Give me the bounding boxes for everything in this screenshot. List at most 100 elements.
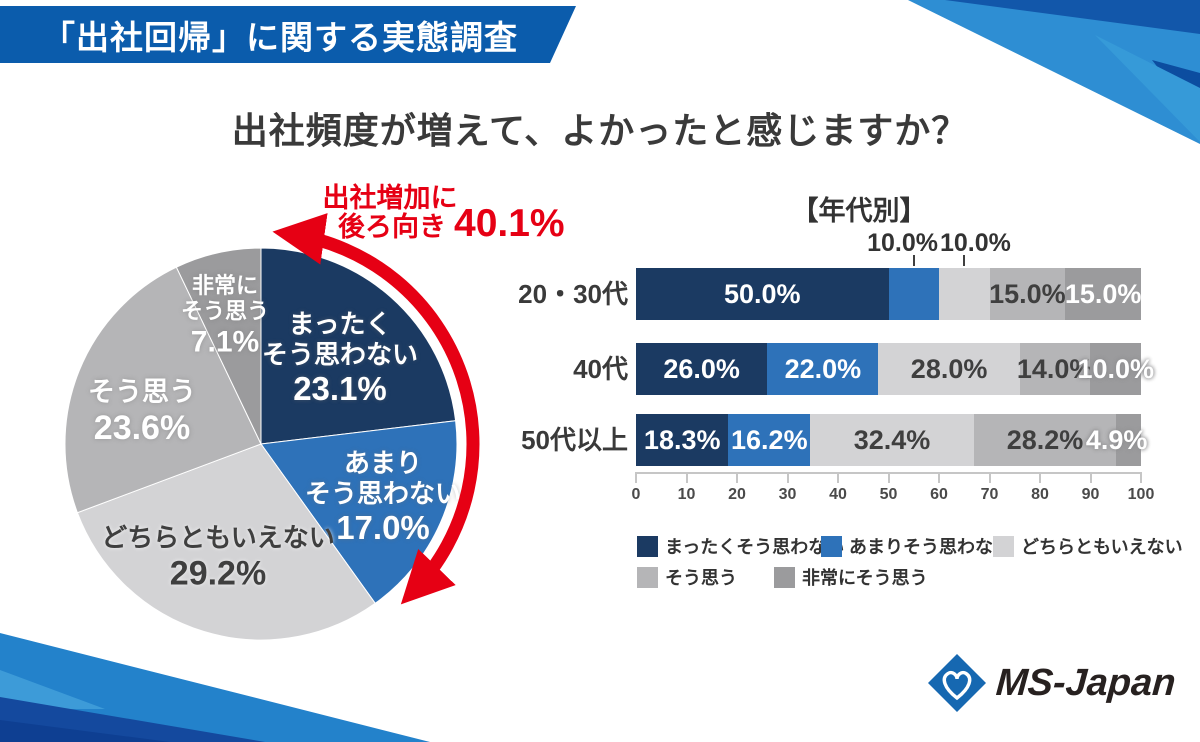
- axis-tick: [635, 472, 637, 483]
- bar-row-3: 18.3% 16.2% 32.4% 28.2% 4.9%: [636, 414, 1147, 466]
- axis-tick-label: 0: [631, 486, 641, 503]
- bar-segment: 4.9%: [1086, 414, 1147, 466]
- axis-tick: [887, 472, 890, 483]
- header-banner: 「出社回帰」に関する実態調査: [0, 6, 576, 63]
- bar-segment: 14.0%: [1016, 343, 1094, 395]
- axis-tick: [938, 472, 940, 483]
- legend-swatch-icon: [821, 535, 842, 557]
- bar-segment-label: 28.0%: [910, 353, 988, 384]
- callout-leader-line: [912, 255, 915, 266]
- deco-stripe: [0, 670, 105, 709]
- bar-segment-label: 14.0%: [1016, 353, 1094, 384]
- survey-title: 「出社回帰」に関する実態調査: [42, 18, 518, 56]
- pie-slice-label-5: 非常にそう思う 7.1%: [181, 273, 269, 359]
- bar-chart-title: 【年代別】: [791, 196, 927, 226]
- axis-tick: [736, 472, 738, 483]
- axis-tick-label: 70: [980, 486, 999, 503]
- bar-segment-label: 32.4%: [853, 424, 931, 455]
- legend-swatch-icon: [637, 535, 658, 557]
- legend-swatch-icon: [993, 535, 1014, 557]
- bar-category-label: 40代: [573, 354, 628, 384]
- bar-category-label: 20・30代: [518, 279, 628, 309]
- bar-segment-label: 15.0%: [1064, 278, 1142, 309]
- bar-segment-label: 4.9%: [1085, 424, 1148, 455]
- bar-segment: 15.0%: [989, 268, 1066, 320]
- axis-tick-label: 20: [728, 486, 746, 503]
- bar-callout-labels: 10.0%10.0%: [866, 231, 1012, 256]
- axis-tick: [1039, 472, 1041, 483]
- legend-label: まったくそう思わない: [665, 537, 845, 557]
- bar-row-2: 26.0% 22.0% 28.0% 14.0% 10.0%: [636, 343, 1154, 395]
- bar-segment: 16.2%: [728, 414, 811, 466]
- bar-segment-label: 16.2%: [731, 424, 808, 455]
- diamond-shape: [928, 654, 986, 712]
- axis-tick: [837, 472, 839, 483]
- deco-stripe: [0, 720, 170, 742]
- pie-slice-label-4: そう思う 23.6%: [88, 377, 196, 447]
- top-right-decoration: [908, 0, 1200, 144]
- deco-stripe: [908, 0, 1200, 144]
- bar-segment: 10.0%: [1077, 343, 1154, 395]
- bar-segment: [939, 268, 990, 320]
- question-title: 出社頻度が増えて、よかったと感じますか？: [231, 110, 969, 151]
- axis-tick-label: 90: [1081, 486, 1100, 503]
- bar-segment-label: 10.0%: [1077, 353, 1154, 384]
- bar-segment-label: 18.3%: [643, 424, 721, 455]
- pie-slice-4: [64, 266, 262, 514]
- bar-segment-label: 15.0%: [989, 278, 1066, 309]
- axis-tick: [1140, 472, 1142, 483]
- bottom-left-decoration: [0, 633, 430, 742]
- bar-segment: 50.0%: [636, 268, 889, 320]
- bar-callout-label: 10.0%: [867, 229, 938, 257]
- legend-label: あまりそう思わない: [849, 537, 1011, 557]
- pie-annotation-value: 40.1%: [454, 202, 565, 245]
- axis-tick-label: 30: [778, 486, 797, 503]
- heart-icon: [942, 670, 972, 701]
- deco-stripe: [0, 697, 430, 742]
- axis-tick: [786, 472, 789, 483]
- deco-stripe: [945, 0, 1200, 34]
- bar-segment: 28.2%: [973, 414, 1117, 466]
- axis-tick: [988, 472, 991, 483]
- pie-slice-5: [175, 247, 262, 445]
- axis-tick: [1089, 472, 1092, 483]
- pie-chart: まったくそう思わない 23.1%あまりそう思わない 17.0%どちらともいえない 29…: [64, 213, 480, 641]
- axis-tick-label: 50: [879, 486, 898, 503]
- bar-segment: 28.0%: [878, 343, 1020, 395]
- bar-segment: 22.0%: [767, 343, 879, 395]
- deco-stripe: [0, 633, 430, 742]
- legend-item: 非常にそう思う: [774, 566, 928, 588]
- bar-segment-label: 22.0%: [784, 353, 862, 384]
- callout-leader-line: [963, 255, 966, 266]
- bar-row-1: 50.0% 15.0% 15.0%: [636, 268, 1141, 320]
- logo-text: MS-Japan: [994, 661, 1177, 704]
- bar-segment-label: 50.0%: [723, 278, 801, 309]
- negative-share-arrow: [272, 213, 480, 605]
- legend-label: そう思う: [665, 568, 737, 588]
- chart-legend: まったくそう思わない あまりそう思わない どちらともいえないそう思う 非常にそう思う: [637, 535, 1183, 588]
- axis-tick-label: 100: [1127, 486, 1155, 503]
- bar-segment: [888, 268, 939, 320]
- legend-item: そう思う: [637, 566, 774, 588]
- legend-label: 非常にそう思う: [802, 568, 928, 588]
- legend-swatch-icon: [637, 566, 658, 588]
- axis-tick-label: 80: [1031, 486, 1049, 503]
- bar-category-label: 50代以上: [521, 425, 628, 455]
- bar-segment: 15.0%: [1065, 268, 1141, 320]
- deco-stripe: [1095, 35, 1200, 142]
- legend-item: どちらともいえない: [993, 535, 1183, 557]
- bar-segment: 32.4%: [810, 414, 974, 466]
- logo-diamond-icon: [928, 654, 986, 712]
- bar-segment: 26.0%: [636, 343, 768, 395]
- bar-callout-label: 10.0%: [940, 229, 1011, 257]
- legend-label: どちらともいえない: [1021, 537, 1183, 557]
- legend-item: あまりそう思わない: [821, 535, 1011, 557]
- legend-item: まったくそう思わない: [637, 535, 844, 557]
- bar-segment-label: 28.2%: [1006, 424, 1084, 455]
- bar-segment-label: 26.0%: [663, 353, 740, 384]
- pie-annotation-line1: 出社増加に: [322, 183, 458, 213]
- axis-tick-label: 10: [677, 486, 696, 503]
- axis-tick: [685, 472, 688, 483]
- axis-tick-label: 60: [930, 486, 948, 503]
